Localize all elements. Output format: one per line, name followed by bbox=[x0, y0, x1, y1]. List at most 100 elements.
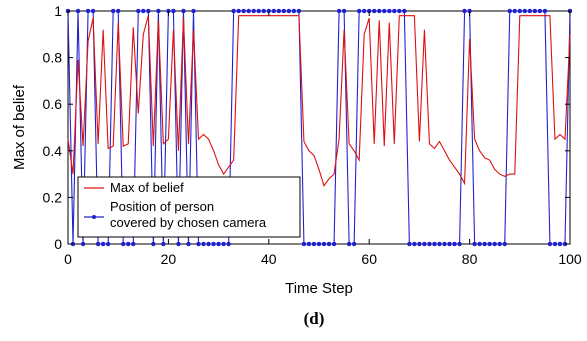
series-point-position bbox=[241, 8, 246, 14]
series-point-position bbox=[321, 241, 327, 247]
series-point-position bbox=[115, 8, 121, 14]
y-tick-label: 0 bbox=[54, 236, 62, 252]
series-point-position bbox=[236, 8, 241, 14]
series-point-position bbox=[371, 8, 377, 14]
series-point-position bbox=[522, 8, 528, 14]
series-point-position bbox=[527, 8, 533, 14]
x-tick-label: 60 bbox=[361, 251, 377, 267]
series-point-position bbox=[517, 8, 523, 14]
series-point-position bbox=[90, 8, 96, 14]
ticks-layer: 0 20 40 60 80 100 0 0.2 0.4 0.6 0.8 1 bbox=[43, 3, 582, 267]
legend: Max of belief Position of person covered … bbox=[77, 176, 301, 238]
series-point-position bbox=[492, 241, 497, 247]
series-point-position bbox=[75, 8, 81, 14]
x-tick-label: 0 bbox=[64, 251, 72, 267]
series-point-position bbox=[462, 8, 467, 14]
series-point-position bbox=[547, 241, 553, 247]
series-point-position bbox=[171, 8, 176, 14]
series-point-position bbox=[442, 241, 447, 247]
series-point-position bbox=[427, 241, 432, 247]
series-point-position bbox=[557, 241, 563, 247]
series-point-position bbox=[392, 8, 397, 14]
series-point-position bbox=[361, 8, 367, 14]
series-point-position bbox=[256, 8, 262, 14]
series-point-position bbox=[281, 8, 287, 14]
series-point-position bbox=[311, 241, 317, 247]
series-point-position bbox=[296, 8, 302, 14]
series-point-position bbox=[402, 8, 407, 14]
x-tick-label: 80 bbox=[462, 251, 478, 267]
series-point-position bbox=[251, 8, 256, 14]
series-point-position bbox=[186, 241, 191, 247]
series-point-position bbox=[286, 8, 292, 14]
legend-label-max-of-belief: Max of belief bbox=[110, 180, 184, 195]
series-point-position bbox=[432, 241, 437, 247]
series-point-position bbox=[105, 241, 111, 247]
series-point-position bbox=[301, 241, 307, 247]
series-point-position bbox=[387, 8, 392, 14]
series-point-position bbox=[125, 241, 131, 247]
series-point-position bbox=[191, 8, 196, 14]
series-point-position bbox=[452, 241, 457, 247]
series-point-position bbox=[487, 241, 492, 247]
series-point-position bbox=[356, 8, 362, 14]
series-point-position bbox=[477, 241, 482, 247]
series-point-position bbox=[261, 8, 267, 14]
series-point-position bbox=[326, 241, 332, 247]
series-point-position bbox=[216, 241, 221, 247]
series-point-position bbox=[95, 241, 101, 247]
series-line-max-of-belief bbox=[67, 15, 571, 187]
series-point-position bbox=[472, 241, 477, 247]
series-point-position bbox=[336, 8, 342, 14]
series-point-position bbox=[156, 8, 161, 14]
series-point-position bbox=[276, 8, 282, 14]
y-axis-label: Max of belief bbox=[11, 84, 28, 170]
series-point-position bbox=[316, 241, 322, 247]
series-point-position bbox=[206, 241, 211, 247]
series-point-position bbox=[146, 8, 151, 14]
series-point-position bbox=[552, 241, 558, 247]
y-tick-label: 0.6 bbox=[43, 96, 63, 112]
series-point-position bbox=[151, 241, 156, 247]
series-point-position bbox=[341, 8, 347, 14]
series-point-position bbox=[120, 241, 126, 247]
series-point-position bbox=[211, 241, 216, 247]
series-point-position bbox=[141, 8, 146, 14]
series-point-position bbox=[397, 8, 402, 14]
series-point-position bbox=[80, 241, 86, 247]
series-point-position bbox=[532, 8, 538, 14]
legend-marker-position bbox=[92, 215, 96, 219]
series-point-position bbox=[136, 8, 141, 14]
series-point-position bbox=[512, 8, 518, 14]
series-point-position bbox=[507, 8, 513, 14]
series-point-position bbox=[542, 8, 548, 14]
series-point-position bbox=[482, 241, 487, 247]
y-tick-label: 0.2 bbox=[43, 189, 63, 205]
series-point-position bbox=[271, 8, 277, 14]
series-point-position bbox=[382, 8, 387, 14]
series-point-position bbox=[457, 241, 462, 247]
series-point-position bbox=[161, 241, 166, 247]
series-point-position bbox=[176, 241, 181, 247]
legend-box bbox=[77, 176, 301, 238]
x-tick-label: 20 bbox=[161, 251, 177, 267]
series-point-position bbox=[100, 241, 106, 247]
series-layer bbox=[65, 8, 573, 247]
series-point-position bbox=[196, 241, 201, 247]
series-point-position bbox=[376, 8, 382, 14]
panel-caption: (d) bbox=[304, 309, 325, 328]
series-point-position bbox=[306, 241, 312, 247]
series-point-position bbox=[246, 8, 251, 14]
series-point-position bbox=[502, 241, 507, 247]
x-tick-label: 100 bbox=[558, 251, 582, 267]
series-point-position bbox=[437, 241, 442, 247]
series-point-position bbox=[131, 241, 136, 247]
series-point-position bbox=[291, 8, 297, 14]
series-point-position bbox=[537, 8, 543, 14]
series-point-position bbox=[407, 241, 412, 247]
series-point-position bbox=[331, 241, 337, 247]
legend-label-position: Position of person covered by chosen came… bbox=[110, 199, 267, 230]
series-point-position bbox=[110, 8, 116, 14]
